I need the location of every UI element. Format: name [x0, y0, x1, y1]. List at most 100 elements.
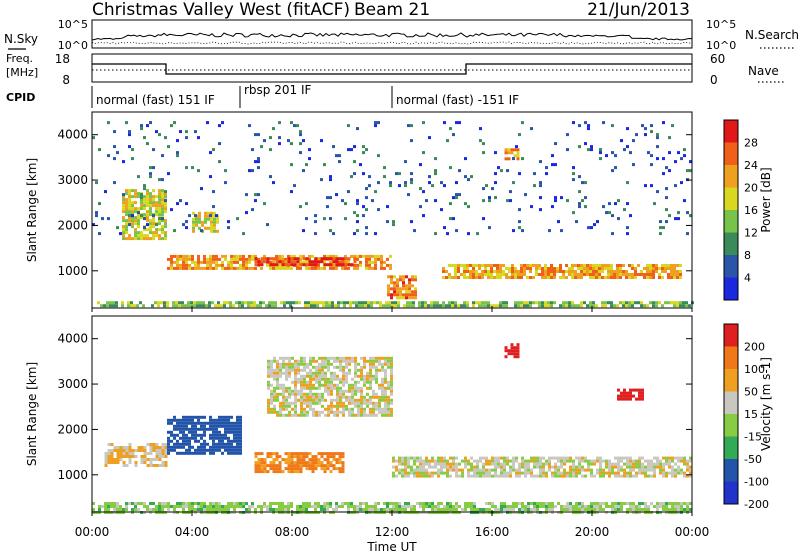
- heatmap-cell: [662, 121, 665, 125]
- heatmap-cell: [451, 264, 454, 267]
- heatmap-cell: [314, 455, 318, 459]
- heatmap-cell: [409, 301, 412, 305]
- heatmap-cell: [354, 383, 357, 387]
- heatmap-cell: [152, 502, 155, 505]
- heatmap-cell: [607, 264, 610, 267]
- heatmap-cell: [140, 207, 143, 211]
- heatmap-cell: [302, 455, 306, 459]
- heatmap-cell: [408, 290, 411, 294]
- heatmap-cell: [209, 418, 212, 422]
- heatmap-cell: [155, 204, 158, 208]
- heatmap-cell: [125, 201, 128, 205]
- heatmap-cell: [425, 462, 428, 466]
- heatmap-cell: [278, 461, 282, 465]
- heatmap-cell: [194, 260, 197, 264]
- heatmap-cell: [122, 195, 125, 199]
- heatmap-cell: [572, 471, 575, 475]
- heatmap-cell: [390, 371, 393, 375]
- heatmap-cell: [299, 458, 303, 462]
- heatmap-cell: [617, 465, 620, 469]
- heatmap-cell: [155, 505, 158, 508]
- heatmap-cell: [149, 449, 153, 452]
- heatmap-cell: [333, 374, 336, 378]
- heatmap-cell: [257, 458, 261, 462]
- heatmap-cell: [297, 365, 300, 369]
- heatmap-cell: [440, 208, 443, 212]
- heatmap-cell: [381, 389, 384, 393]
- heatmap-cell: [307, 301, 310, 305]
- heatmap-cell: [437, 462, 440, 466]
- heatmap-cell: [312, 410, 315, 414]
- heatmap-cell: [218, 505, 221, 508]
- heatmap-cell: [326, 455, 330, 459]
- heatmap-cell: [131, 502, 134, 505]
- heatmap-cell: [167, 448, 170, 452]
- heatmap-cell: [318, 410, 321, 414]
- heatmap-cell: [550, 267, 553, 270]
- heatmap-cell: [481, 270, 484, 273]
- heatmap-cell: [449, 166, 452, 170]
- heatmap-cell: [360, 401, 363, 405]
- heatmap-cell: [587, 508, 590, 511]
- heatmap-cell: [137, 195, 140, 199]
- heatmap-cell: [494, 468, 497, 472]
- heatmap-cell: [185, 439, 188, 443]
- heatmap-cell: [242, 254, 245, 258]
- heatmap-cell: [242, 263, 245, 267]
- heatmap-cell: [218, 142, 221, 146]
- heatmap-cell: [481, 276, 484, 279]
- heatmap-cell: [457, 276, 460, 279]
- heatmap-cell: [372, 395, 375, 399]
- heatmap-cell: [405, 284, 408, 288]
- heatmap-cell: [550, 276, 553, 279]
- heatmap-cell: [562, 270, 565, 273]
- heatmap-cell: [197, 257, 200, 261]
- heatmap-cell: [182, 439, 185, 443]
- heatmap-cell: [276, 395, 279, 399]
- heatmap-cell: [299, 455, 303, 459]
- heatmap-cell: [336, 383, 339, 387]
- heatmap-cell: [203, 427, 206, 431]
- heatmap-cell: [402, 287, 405, 291]
- heatmap-cell: [467, 502, 470, 505]
- heatmap-cell: [665, 474, 668, 478]
- heatmap-cell: [309, 359, 312, 363]
- heatmap-cell: [294, 359, 297, 363]
- heatmap-cell: [541, 276, 544, 279]
- heatmap-cell: [329, 217, 332, 221]
- heatmap-cell: [155, 130, 158, 134]
- heatmap-cell: [643, 267, 646, 270]
- heatmap-cell: [665, 456, 668, 460]
- heatmap-cell: [425, 505, 428, 508]
- heatmap-cell: [227, 442, 230, 446]
- heatmap-cell: [166, 301, 169, 305]
- heatmap-cell: [629, 505, 632, 508]
- heatmap-cell: [269, 452, 273, 456]
- heatmap-cell: [390, 362, 393, 366]
- heatmap-cell: [295, 301, 298, 305]
- heatmap-cell: [556, 267, 559, 270]
- heatmap-cell: [341, 505, 344, 508]
- heatmap-cell: [455, 462, 458, 466]
- heatmap-cell: [653, 456, 656, 460]
- heatmap-cell: [493, 276, 496, 279]
- heatmap-cell: [607, 270, 610, 273]
- heatmap-cell: [670, 276, 673, 279]
- heatmap-cell: [305, 202, 308, 206]
- heatmap-cell: [598, 270, 601, 273]
- heatmap-cell: [363, 395, 366, 399]
- heatmap-cell: [212, 505, 215, 508]
- heatmap-cell: [272, 257, 276, 261]
- heatmap-cell: [273, 374, 276, 378]
- heatmap-cell: [557, 502, 560, 505]
- heatmap-cell: [551, 456, 554, 460]
- heatmap-cell: [239, 451, 242, 455]
- heatmap-cell: [139, 301, 142, 305]
- heatmap-cell: [389, 508, 392, 511]
- heatmap-cell: [354, 389, 357, 393]
- heatmap-cell: [383, 166, 386, 170]
- heatmap-cell: [185, 418, 188, 422]
- heatmap-cell: [593, 462, 596, 466]
- heatmap-cell: [387, 380, 390, 384]
- heatmap-cell: [677, 217, 680, 221]
